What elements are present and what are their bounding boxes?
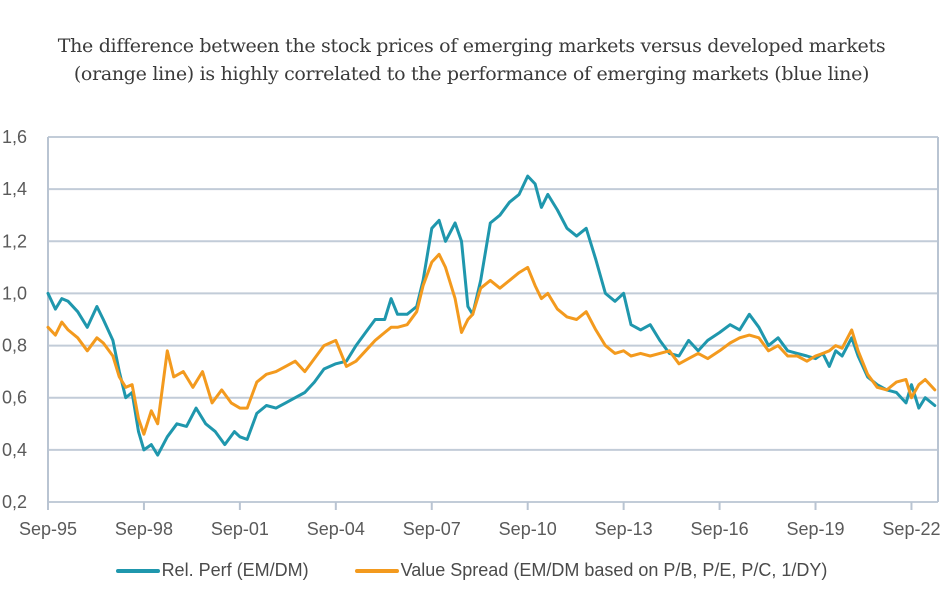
series-line-rel-perf: [46, 174, 937, 457]
x-tick-label: Sep-13: [595, 519, 653, 539]
legend-label-rel-perf: Rel. Perf (EM/DM): [161, 560, 309, 580]
y-tick-label: 1,0: [2, 283, 27, 303]
x-tick-label: Sep-19: [786, 519, 844, 539]
x-tick-label: Sep-10: [499, 519, 557, 539]
legend-label-value-spread: Value Spread (EM/DM based on P/B, P/E, P…: [400, 560, 828, 580]
y-axis-ticks: 0,2 0,4 0,6 0,8 1,0 1,2 1,4 1,6: [2, 127, 27, 512]
line-chart: 0,20,40,60,81,01,21,41,6 Sep-95 Sep-98 Sep…: [2, 127, 940, 539]
chart-title-line-1: The difference between the stock prices …: [57, 35, 886, 57]
x-tick-label: Sep-98: [115, 519, 173, 539]
legend: Rel. Perf (EM/DM) Value Spread (EM/DM ba…: [0, 560, 943, 581]
y-tick-label: 0,2: [2, 492, 27, 512]
y-tick-label: 0,6: [2, 388, 27, 408]
chart-title-line-2: (orange line) is highly correlated to th…: [73, 63, 870, 85]
x-tick-label: Sep-07: [403, 519, 461, 539]
y-tick-label: 0,8: [2, 336, 27, 356]
x-tick-label: Sep-95: [19, 519, 77, 539]
legend-swatch-value-spread: [354, 568, 399, 573]
y-tick-label: 1,4: [2, 179, 27, 199]
chart-title: The difference between the stock prices …: [0, 32, 943, 88]
legend-swatch-rel-perf: [115, 568, 160, 573]
x-axis-ticks: Sep-95 Sep-98 Sep-01 Sep-04 Sep-07 Sep-10 Sep-…: [19, 502, 940, 539]
series-lines: [46, 174, 937, 457]
x-tick-label: Sep-01: [211, 519, 269, 539]
x-tick-label: Sep-22: [882, 519, 940, 539]
x-tick-label: Sep-16: [691, 519, 749, 539]
legend-item-value-spread[interactable]: Value Spread (EM/DM based on P/B, P/E, P…: [354, 560, 828, 581]
y-tick-label: 0,4: [2, 440, 27, 460]
x-tick-label: Sep-04: [307, 519, 365, 539]
series-line-value-spread: [46, 252, 937, 436]
y-tick-label: 1,6: [2, 127, 27, 147]
legend-item-rel-perf[interactable]: Rel. Perf (EM/DM): [115, 560, 309, 581]
y-tick-label: 1,2: [2, 231, 27, 251]
gridlines: [47, 136, 939, 506]
